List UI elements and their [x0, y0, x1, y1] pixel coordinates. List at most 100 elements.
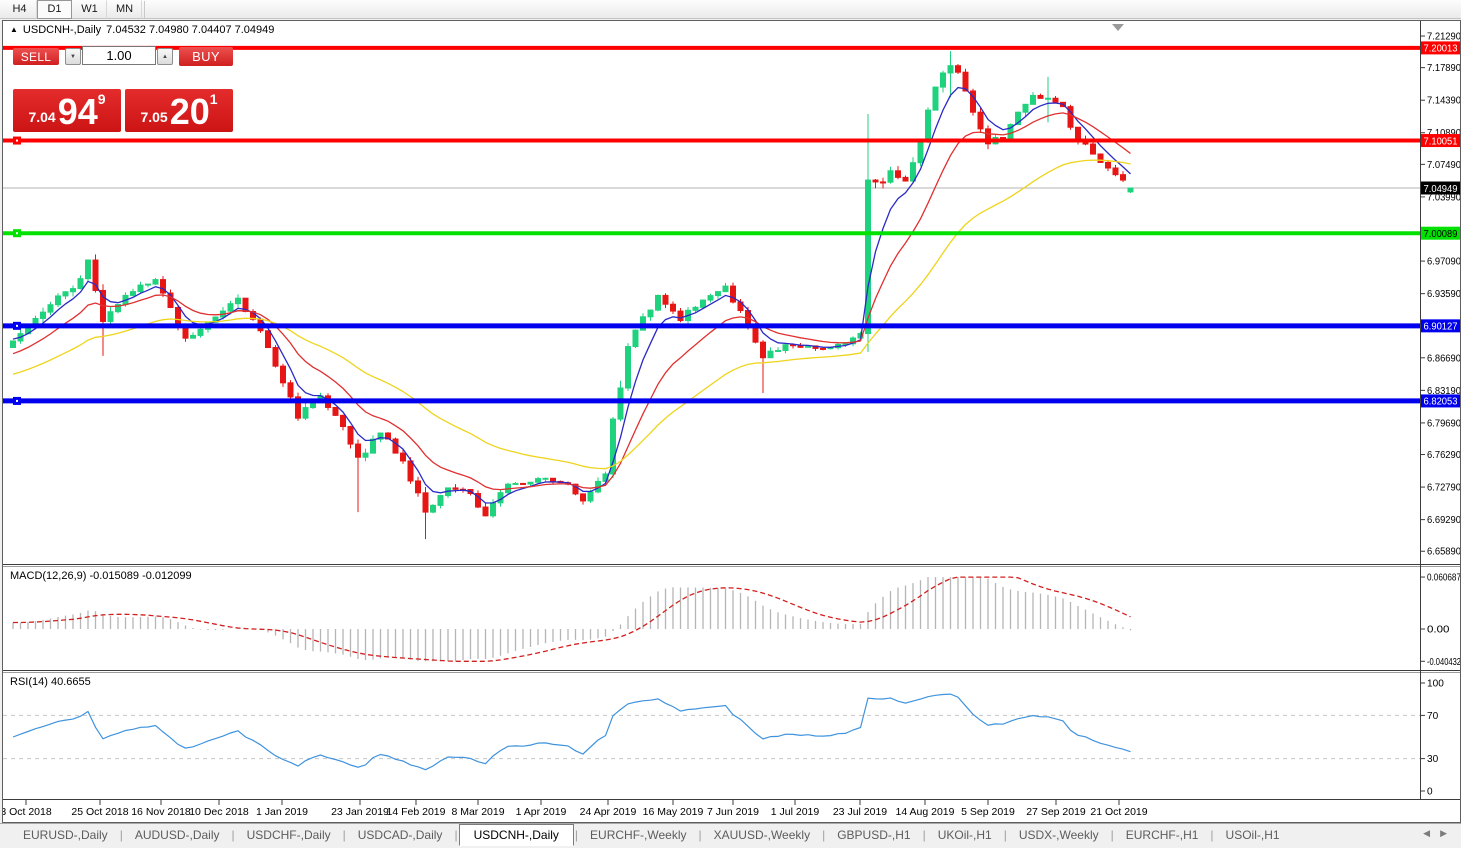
axis-tick-label: 6.97090 — [1427, 257, 1460, 268]
spin-up-icon: ▲ — [162, 53, 168, 60]
candle-body — [107, 311, 114, 322]
candle-body — [512, 482, 519, 485]
candle-body — [355, 443, 361, 458]
level-price-label-bg — [1421, 319, 1460, 333]
chart-tabs: EURUSD-,Daily | AUDUSD-,Daily | USDCHF-,Dail… — [12, 823, 1291, 846]
candle-body — [587, 491, 594, 502]
candle-body — [940, 72, 946, 88]
axis-tick-label: 0.060687 — [1427, 573, 1460, 584]
chart-tab-usoil-h1[interactable]: USOil-,H1 — [1225, 828, 1280, 842]
candles — [10, 51, 1134, 540]
axis-tick-label: 7.03990 — [1427, 192, 1460, 203]
sell-price-sup: 9 — [97, 91, 106, 107]
level-price-label: 7.20013 — [1424, 44, 1458, 55]
candle-body — [1037, 94, 1044, 99]
date-tick-label: 14 Aug 2019 — [896, 806, 955, 818]
candle-body — [820, 347, 826, 350]
candle-body — [1127, 187, 1134, 193]
chart-tab-usdchf-daily[interactable]: USDCHF-,Daily — [246, 828, 331, 842]
chart-tab-usdx-weekly[interactable]: USDX-,Weekly — [1018, 828, 1099, 842]
price-chart-canvas[interactable]: 7.21290 7.17890 7.14390 7.10890 7.07490 7.039… — [3, 21, 1460, 822]
date-tick-label: 14 Feb 2019 — [387, 806, 446, 818]
buy-price-prefix: 7.05 — [140, 109, 168, 125]
collapse-triangle-icon[interactable]: ▲ — [10, 25, 18, 34]
candle-body — [850, 337, 856, 345]
candle-body — [490, 502, 496, 517]
rsi-indicator-label: RSI(14) 40.6655 — [10, 676, 91, 688]
candle-body — [55, 295, 61, 306]
date-tick-label: 8 Mar 2019 — [451, 806, 504, 818]
date-tick-label: 1 Apr 2019 — [516, 806, 567, 818]
candle-body — [1022, 103, 1029, 113]
main-pane — [3, 24, 1420, 540]
level-price-label: 6.90127 — [1424, 322, 1458, 333]
tab-separator: | — [454, 828, 458, 842]
candle-body — [872, 179, 879, 183]
timeframe-buttons: H4 D1 W1 MN — [2, 0, 142, 19]
candle-body — [677, 310, 684, 322]
candle-body — [77, 278, 84, 290]
candle-body — [880, 181, 886, 184]
current-price-label-bg — [1421, 181, 1460, 195]
candle-body — [115, 304, 121, 313]
candle-body — [1075, 126, 1081, 141]
candle-body — [1007, 124, 1014, 139]
candle-body — [1097, 153, 1104, 163]
level-price-label-bg — [1421, 226, 1460, 240]
buy-price-big: 20 — [169, 91, 210, 132]
buy-button[interactable]: BUY — [179, 47, 233, 66]
candle-body — [47, 304, 54, 313]
date-tick-label: 3 Oct 2018 — [3, 806, 52, 818]
timeframe-button-d1[interactable]: D1 — [37, 0, 72, 19]
chart-tab-usdcnh-daily[interactable]: USDCNH-,Daily — [458, 823, 574, 846]
buy-price-button[interactable]: 7.05 20 1 — [125, 89, 233, 132]
candle-body — [955, 65, 961, 73]
candle-body — [190, 334, 196, 339]
chart-title-symbol: USDCNH-,Daily — [22, 24, 102, 36]
timeframe-button-h4[interactable]: H4 — [2, 0, 37, 19]
chart-tab-audusd-daily[interactable]: AUDUSD-,Daily — [134, 828, 220, 842]
level-price-label-bg — [1421, 134, 1460, 148]
axis-tick-label: 7.14390 — [1427, 96, 1460, 107]
chart-tab-xauusd-weekly[interactable]: XAUUSD-,Weekly — [713, 828, 811, 842]
timeframe-button-mn[interactable]: MN — [107, 0, 142, 19]
tab-separator: | — [822, 828, 826, 842]
timeframe-button-w1[interactable]: W1 — [72, 0, 107, 19]
candle-body — [437, 495, 444, 506]
chart-tab-eurchf-weekly[interactable]: EURCHF-,Weekly — [590, 828, 687, 842]
candle-body — [1120, 174, 1126, 181]
axis-tick-label: 70 — [1427, 711, 1439, 722]
axis-tick-label: 30 — [1427, 754, 1439, 765]
volume-increase-button[interactable]: ▲ — [157, 48, 173, 65]
sell-price-button[interactable]: 7.04 94 9 — [13, 89, 121, 132]
axis-tick-label: 6.76290 — [1427, 450, 1460, 461]
volume-input[interactable] — [82, 46, 156, 65]
candle-body — [1090, 143, 1096, 155]
sell-button[interactable]: SELL — [13, 48, 59, 65]
candle-body — [542, 477, 549, 480]
chart-shift-marker-icon[interactable] — [1112, 24, 1124, 31]
chart-tab-usdcad-daily[interactable]: USDCAD-,Daily — [357, 828, 443, 842]
axis-tick-label: 6.72790 — [1427, 483, 1460, 494]
candle-body — [977, 111, 984, 130]
candle-body — [962, 71, 969, 92]
candle-body — [700, 299, 706, 308]
tab-scroll-left-icon[interactable]: ◀ — [1423, 828, 1431, 838]
chart-tab-gbpusd-h1[interactable]: GBPUSD-,H1 — [837, 828, 911, 842]
candle-body — [452, 487, 459, 490]
level-line-handle-dot — [16, 139, 18, 142]
candle-body — [370, 438, 376, 454]
volume-decrease-button[interactable]: ▼ — [65, 48, 81, 65]
candle-body — [715, 291, 721, 297]
chart-tab-eurusd-daily[interactable]: EURUSD-,Daily — [23, 828, 108, 842]
candle-body — [10, 340, 16, 348]
axis-tick-label: 6.93590 — [1427, 289, 1460, 300]
chart-tab-eurchf-h1[interactable]: EURCHF-,H1 — [1125, 828, 1199, 842]
candle-body — [347, 426, 354, 445]
chart-tab-ukoil-h1[interactable]: UKOil-,H1 — [937, 828, 992, 842]
macd-pane — [12, 576, 1132, 662]
candle-body — [385, 432, 391, 440]
tab-scroll-right-icon[interactable]: ▶ — [1440, 828, 1447, 838]
axis-tick-label: 6.83190 — [1427, 386, 1460, 397]
